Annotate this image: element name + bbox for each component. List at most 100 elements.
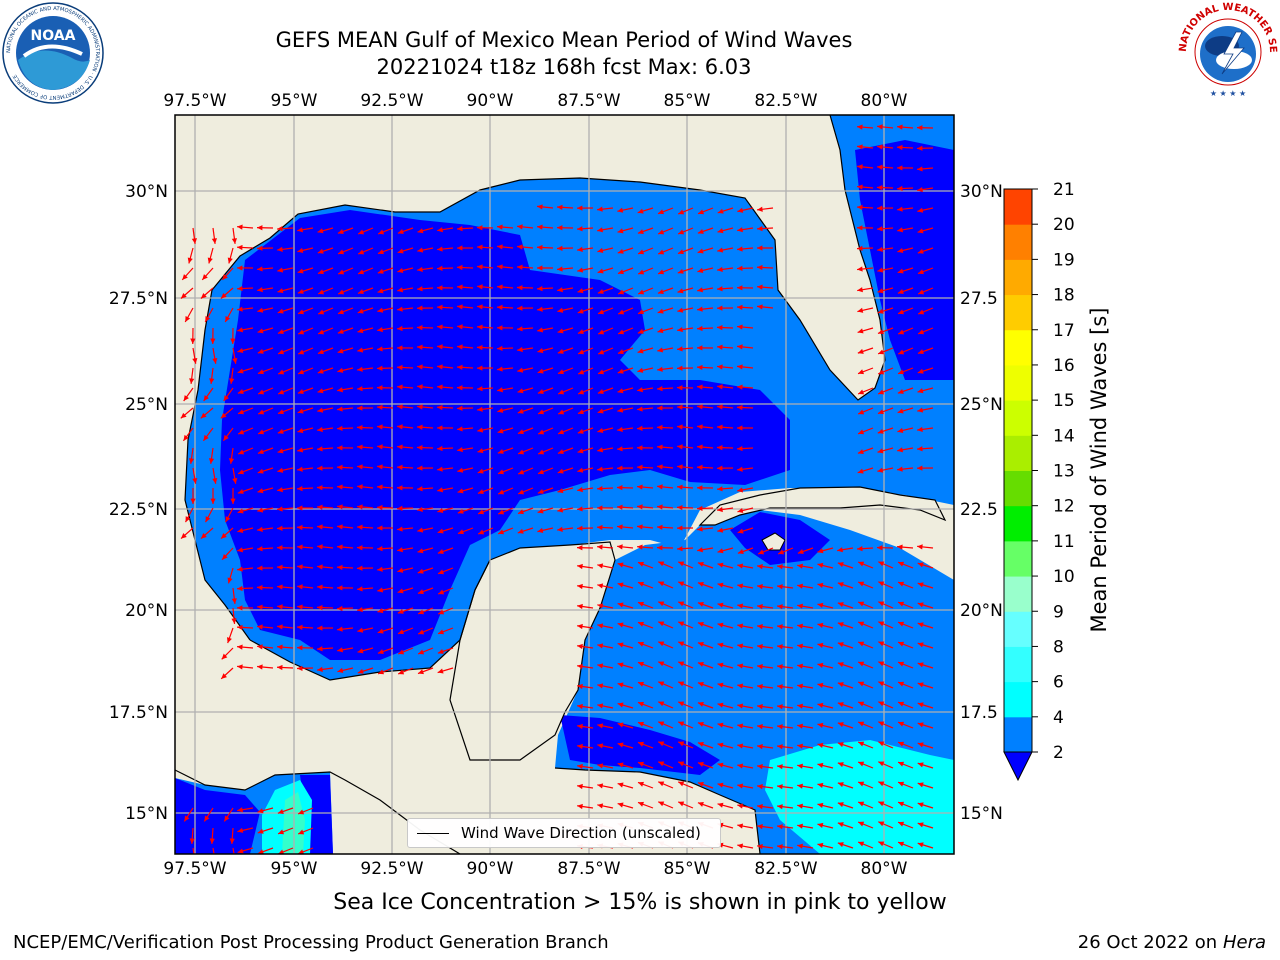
wind-wave-arrowhead [557,526,563,532]
wind-wave-arrowhead [817,722,824,728]
wind-wave-arrowhead [678,801,685,807]
wind-wave-arrowhead [417,344,423,350]
wind-wave-arrowhead [577,703,583,710]
wind-wave-arrowhead [457,284,463,290]
wind-wave-arrowhead [297,447,304,453]
wind-wave-arrowhead [917,228,924,234]
wind-wave-arrowhead [417,228,424,234]
wind-wave-arrowhead [858,741,865,747]
wind-wave-arrowhead [417,364,423,370]
wind-wave-arrowhead [557,449,564,455]
wind-wave-arrowhead [737,783,744,789]
wind-wave-arrowhead [231,598,237,604]
wind-wave-arrowhead [257,266,263,272]
wind-wave-arrowhead [717,384,723,390]
colorbar-tick-label: 9 [1053,602,1064,622]
wind-wave-arrowhead [717,562,724,568]
wind-wave-arrowhead [617,602,624,608]
wind-wave-arrowhead [337,229,344,234]
wind-wave-arrowhead [477,324,483,330]
colorbar-tick-label: 8 [1053,637,1064,657]
wind-wave-arrowhead [858,601,865,607]
wind-wave-arrowhead [637,208,644,214]
wind-wave-arrowhead [837,547,843,553]
wind-wave-arrowhead [417,445,423,451]
wind-wave-arrowhead [237,389,244,394]
svg-text:★ ★ ★ ★: ★ ★ ★ ★ [1210,89,1246,98]
wind-wave-arrowhead [757,644,763,650]
wind-wave-arrowhead [917,602,924,608]
wind-wave-arrowhead [397,325,403,332]
wind-wave-arrowhead [697,741,704,747]
wind-wave-arrowhead [517,528,524,534]
wind-wave-arrowhead [717,662,724,668]
wind-wave-arrowhead [617,504,623,510]
wind-wave-arrowhead [897,227,904,233]
wind-wave-arrowhead [878,821,885,827]
wind-wave-arrowhead [697,384,703,390]
wind-wave-arrowhead [237,244,243,251]
wind-wave-arrowhead [917,582,924,588]
wind-wave-arrowhead [717,582,724,588]
wind-wave-arrowhead [557,204,563,210]
wind-wave-arrowhead [277,545,283,551]
wind-wave-arrowhead [317,625,323,631]
wind-wave-arrowhead [757,844,763,850]
wind-wave-arrowhead [737,246,743,252]
wind-wave-arrowhead [437,246,443,252]
wind-wave-arrowhead [577,763,583,770]
wind-wave-arrowhead [837,782,844,788]
wind-wave-arrowhead [257,644,263,650]
wind-wave-arrowhead [597,723,604,729]
wind-wave-arrowhead [222,274,228,280]
wind-wave-arrowhead [597,206,603,212]
wind-wave-arrowhead [497,345,503,352]
wind-wave-arrowhead [797,823,803,829]
wind-wave-arrowhead [417,669,424,675]
wind-wave-arrowhead [898,681,905,687]
wind-wave-arrowhead [617,407,624,413]
wind-wave-arrowhead [898,561,905,567]
wind-wave-arrowhead [497,284,503,290]
wind-wave-arrowhead [577,723,583,730]
colorbar-tick-label: 19 [1053,250,1075,270]
wind-wave-arrowhead [638,581,644,587]
wind-wave-arrowhead [202,274,208,280]
wind-wave-arrowhead [677,385,683,391]
wind-wave-arrowhead [185,516,191,523]
wind-wave-arrowhead [638,741,644,747]
wind-wave-arrowhead [457,344,463,350]
wind-wave-arrowhead [678,209,685,215]
wind-wave-arrowhead [257,828,264,834]
legend-label: Wind Wave Direction (unscaled) [461,824,701,842]
colorbar-tick-label: 13 [1053,462,1075,482]
wind-wave-arrowhead [418,629,425,635]
wind-wave-arrowhead [237,605,243,611]
wind-wave-arrowhead [657,308,664,314]
wind-wave-arrowhead [477,264,483,270]
chart-title: GEFS MEAN Gulf of Mexico Mean Period of … [275,28,853,52]
wind-wave-arrowhead [357,484,363,490]
wind-wave-arrowhead [221,673,227,679]
wind-wave-arrowhead [617,762,624,768]
wind-wave-arrowhead [577,246,583,252]
wind-wave-arrowhead [658,681,665,687]
wind-wave-arrowhead [877,409,884,415]
wind-wave-arrowhead [617,702,624,708]
wind-wave-arrowhead [417,424,423,430]
wind-wave-arrowhead [697,801,704,807]
wind-wave-arrowhead [657,366,663,372]
wind-wave-arrowhead [897,289,904,294]
wind-wave-arrowhead [857,245,863,251]
wind-wave-arrowhead [597,803,604,809]
wind-wave-arrowhead [337,667,344,673]
wind-wave-arrowhead [878,741,885,747]
colorbar-segment [1004,505,1032,542]
wind-wave-arrowhead [184,815,190,822]
wind-wave-arrowhead [898,801,905,807]
wind-wave-arrowhead [537,527,544,533]
wind-wave-arrowhead [617,562,624,568]
wind-wave-arrowhead [617,269,624,275]
wind-wave-arrowhead [517,264,523,270]
wind-wave-arrowhead [238,409,245,415]
